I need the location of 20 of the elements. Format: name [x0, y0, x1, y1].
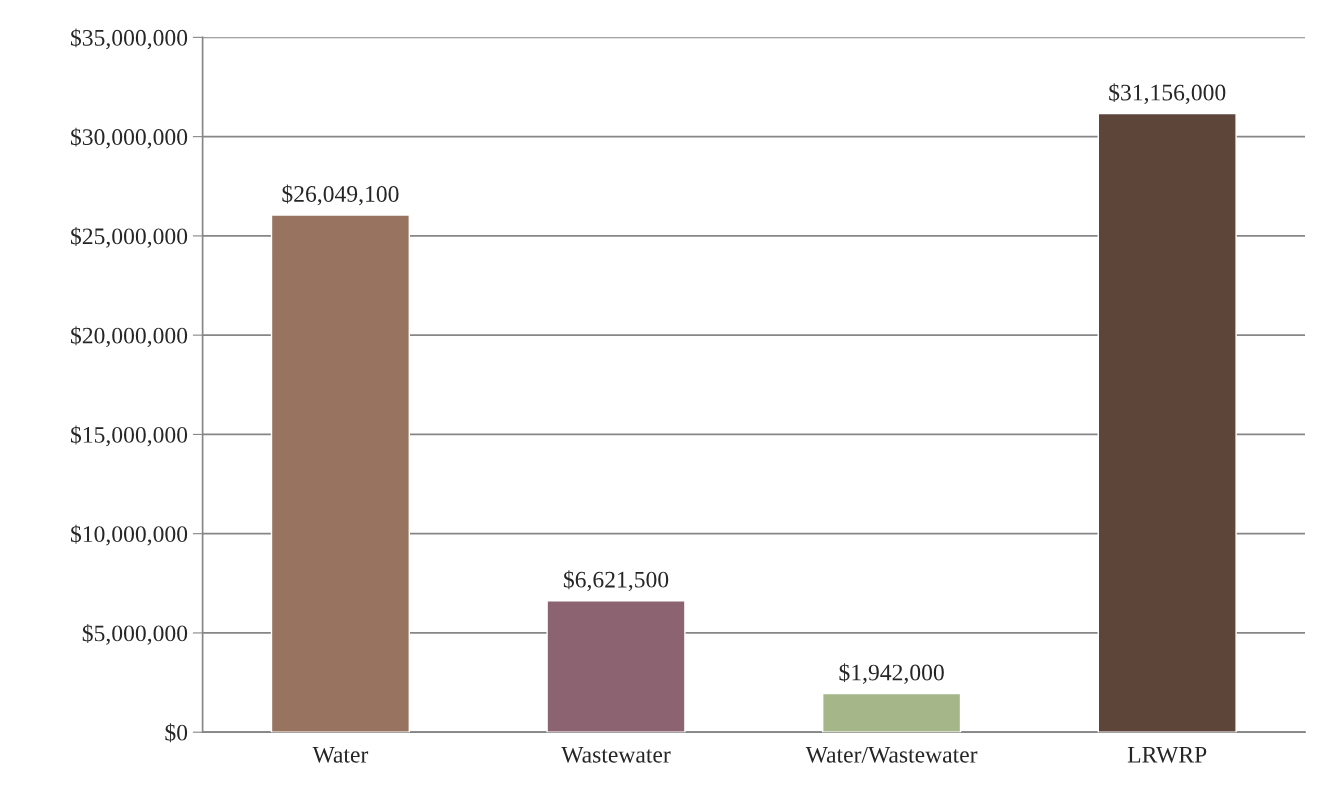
bar: [822, 692, 962, 733]
y-tick-label: $5,000,000: [82, 624, 188, 645]
bar: [1097, 112, 1237, 733]
y-tick-label: $20,000,000: [70, 326, 188, 347]
y-tick-label: $0: [165, 723, 188, 743]
y-tick-label: $35,000,000: [70, 28, 188, 50]
data-label: $6,621,500: [563, 570, 669, 592]
x-tick-label: Water/Wastewater: [805, 746, 978, 763]
data-label: $1,942,000: [839, 663, 944, 684]
bar: [546, 600, 686, 733]
x-tick-label: Water: [312, 747, 369, 763]
bar: [270, 214, 411, 733]
y-tick-label: $10,000,000: [70, 524, 188, 546]
data-label: $26,049,100: [282, 184, 399, 206]
y-tick-label: $25,000,000: [70, 226, 188, 248]
x-tick-label: Wastewater: [561, 747, 671, 763]
y-tick-label: $15,000,000: [70, 425, 188, 447]
x-tick-label: LRWRP: [1127, 747, 1207, 763]
data-label: $31,156,000: [1109, 83, 1226, 104]
y-tick-label: $30,000,000: [70, 127, 188, 149]
